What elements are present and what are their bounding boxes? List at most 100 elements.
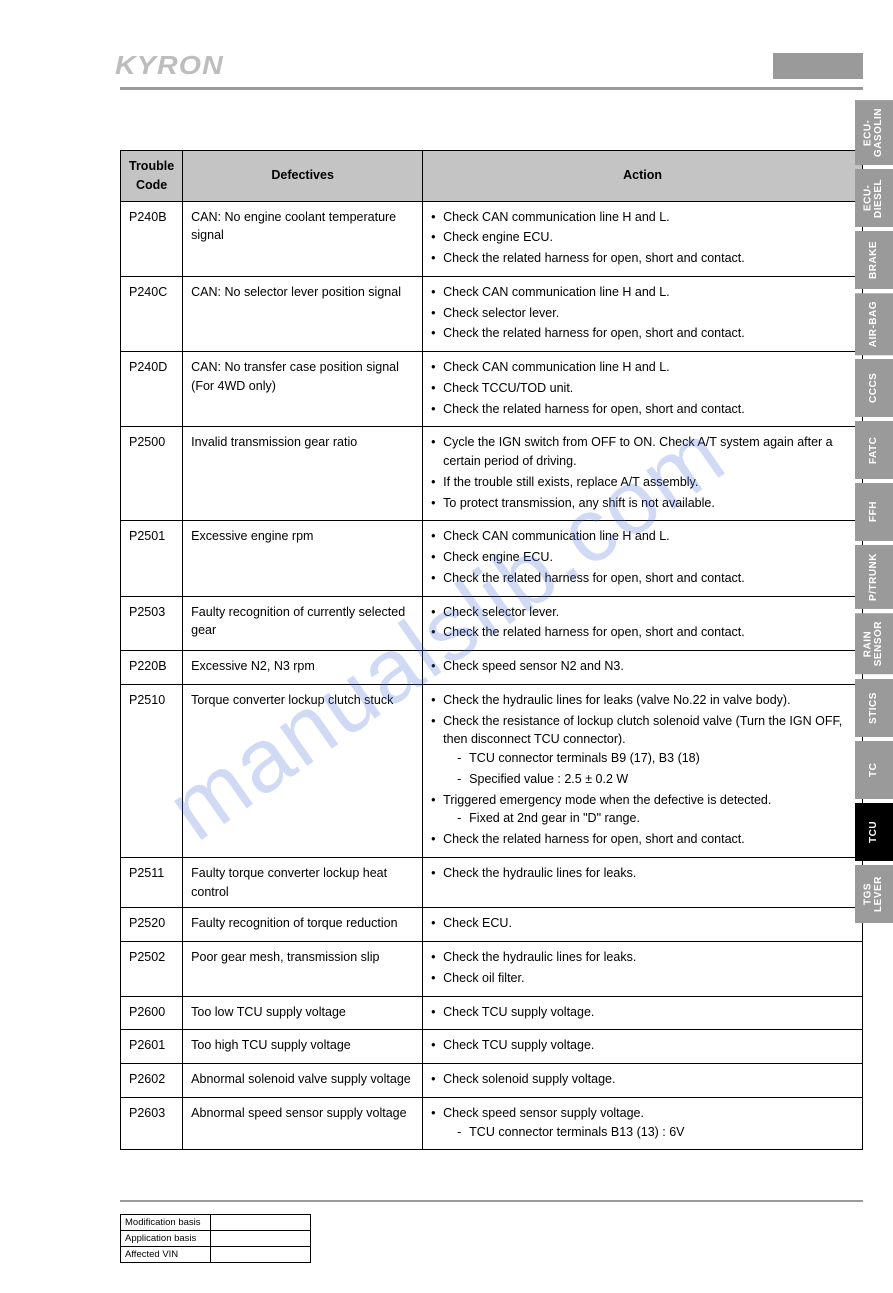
cell-action: Check speed sensor supply voltage.TCU co… [423,1097,863,1150]
cell-defectives: Invalid transmission gear ratio [183,427,423,521]
action-item: To protect transmission, any shift is no… [431,494,854,513]
cell-action: Cycle the IGN switch from OFF to ON. Che… [423,427,863,521]
action-item: Check solenoid supply voltage. [431,1070,854,1089]
action-item: Check CAN communication line H and L. [431,208,854,227]
action-subitem: Specified value : 2.5 ± 0.2 W [457,770,854,789]
side-tab[interactable]: FFH [855,483,893,541]
footer-label: Modification basis [121,1215,211,1231]
action-subitem: TCU connector terminals B13 (13) : 6V [457,1123,854,1142]
cell-defectives: Abnormal speed sensor supply voltage [183,1097,423,1150]
cell-code: P2502 [121,942,183,997]
action-item: Check the related harness for open, shor… [431,623,854,642]
table-body: P240BCAN: No engine coolant temperature … [121,201,863,1150]
cell-defectives: Too low TCU supply voltage [183,996,423,1030]
action-item: Check the hydraulic lines for leaks. [431,948,854,967]
side-tab-bar: ECU- GASOLIN ECU- DIESEL BRAKE AIR-BAG CCCS F… [855,100,893,923]
action-item: Check the related harness for open, shor… [431,400,854,419]
cell-action: Check ECU. [423,908,863,942]
cell-code: P2602 [121,1064,183,1098]
cell-defectives: CAN: No selector lever position signal [183,276,423,351]
cell-code: P2500 [121,427,183,521]
side-tab[interactable]: RAIN SENSOR [855,613,893,674]
cell-action: Check CAN communication line H and L. Che… [423,352,863,427]
side-tab[interactable]: TGS LEVER [855,865,893,923]
cell-action: Check TCU supply voltage. [423,996,863,1030]
table-row: P220BExcessive N2, N3 rpm Check speed sen… [121,651,863,685]
action-item: Check selector lever. [431,603,854,622]
action-item: Check the related harness for open, shor… [431,569,854,588]
cell-action: Check CAN communication line H and L.Che… [423,521,863,596]
action-item: Check TCU supply voltage. [431,1003,854,1022]
cell-action: Check the hydraulic lines for leaks (val… [423,684,863,857]
table-row: P2501Excessive engine rpmCheck CAN commu… [121,521,863,596]
footer-label: Affected VIN [121,1247,211,1263]
cell-defectives: Abnormal solenoid valve supply voltage [183,1064,423,1098]
table-row: P2601Too high TCU supply voltageCheck TC… [121,1030,863,1064]
action-item: Check selector lever. [431,304,854,323]
cell-code: P220B [121,651,183,685]
cell-defectives: CAN: No engine coolant temperature signa… [183,201,423,276]
side-tab[interactable]: AIR-BAG [855,293,893,355]
cell-code: P2510 [121,684,183,857]
footer-value [211,1247,311,1263]
footer-label: Application basis [121,1231,211,1247]
table-row: P2503Faulty recognition of currently sel… [121,596,863,651]
page-header: KYRON [120,50,863,90]
table-row: P2502Poor gear mesh, transmission slip Ch… [121,942,863,997]
action-item: Cycle the IGN switch from OFF to ON. Che… [431,433,854,471]
side-tab[interactable]: FATC [855,421,893,479]
table-row: P2500Invalid transmission gear ratioCycl… [121,427,863,521]
action-subitem: Fixed at 2nd gear in "D" range. [457,809,854,828]
action-item: Check TCU supply voltage. [431,1036,854,1055]
side-tab[interactable]: BRAKE [855,231,893,289]
action-item: Check CAN communication line H and L. [431,283,854,302]
side-tab[interactable]: TCU [855,803,893,861]
cell-action: Check the hydraulic lines for leaks. [423,857,863,908]
header-gray-box [773,53,863,79]
action-item: Check the hydraulic lines for leaks (val… [431,691,854,710]
cell-code: P2503 [121,596,183,651]
cell-code: P240C [121,276,183,351]
table-row: P2520Faulty recognition of torque reduct… [121,908,863,942]
cell-action: Check CAN communication line H and L. Che… [423,201,863,276]
action-item: Check CAN communication line H and L. [431,358,854,377]
cell-action: Check speed sensor N2 and N3. [423,651,863,685]
footer-area: Modification basisApplication basisAffec… [120,1200,863,1263]
table-row: P2603Abnormal speed sensor supply voltag… [121,1097,863,1150]
side-tab[interactable]: P/TRUNK [855,545,893,609]
side-tab[interactable]: ECU- GASOLIN [855,100,893,165]
cell-defectives: Too high TCU supply voltage [183,1030,423,1064]
table-row: P2511Faulty torque converter lockup heat… [121,857,863,908]
col-header-code: Trouble Code [121,151,183,202]
action-subitem: TCU connector terminals B9 (17), B3 (18) [457,749,854,768]
cell-action: Check CAN communication line H and L. Che… [423,276,863,351]
action-item: Check TCCU/TOD unit. [431,379,854,398]
side-tab[interactable]: CCCS [855,359,893,417]
cell-defectives: Faulty recognition of currently selected… [183,596,423,651]
cell-action: Check TCU supply voltage. [423,1030,863,1064]
brand-logo: KYRON [115,50,224,81]
table-row: P2600Too low TCU supply voltageCheck TCU… [121,996,863,1030]
action-item: Check the related harness for open, shor… [431,249,854,268]
cell-code: P2501 [121,521,183,596]
table-row: P240CCAN: No selector lever position sig… [121,276,863,351]
trouble-code-table: Trouble Code Defectives Action P240BCAN:… [120,150,863,1150]
side-tab[interactable]: TC [855,741,893,799]
cell-defectives: CAN: No transfer case position signal (F… [183,352,423,427]
action-item: Check speed sensor N2 and N3. [431,657,854,676]
action-item: Check the related harness for open, shor… [431,324,854,343]
cell-defectives: Excessive N2, N3 rpm [183,651,423,685]
cell-defectives: Faulty torque converter lockup heat cont… [183,857,423,908]
cell-action: Check selector lever.Check the related h… [423,596,863,651]
col-header-defectives: Defectives [183,151,423,202]
cell-code: P2520 [121,908,183,942]
side-tab[interactable]: ECU- DIESEL [855,169,893,227]
cell-defectives: Poor gear mesh, transmission slip [183,942,423,997]
cell-code: P240B [121,201,183,276]
action-item: Check engine ECU. [431,548,854,567]
table-row: P240BCAN: No engine coolant temperature … [121,201,863,276]
table-row: P240DCAN: No transfer case position sign… [121,352,863,427]
action-item: Check the resistance of lockup clutch so… [431,712,854,789]
table-row: P2602Abnormal solenoid valve supply volt… [121,1064,863,1098]
side-tab[interactable]: STICS [855,679,893,737]
